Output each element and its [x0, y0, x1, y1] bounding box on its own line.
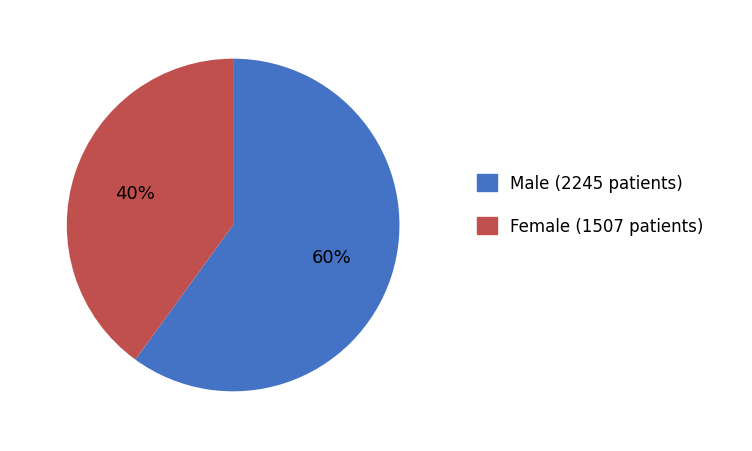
Text: 40%: 40% — [115, 185, 155, 202]
Wedge shape — [135, 60, 399, 391]
Legend: Male (2245 patients), Female (1507 patients): Male (2245 patients), Female (1507 patie… — [470, 167, 710, 242]
Wedge shape — [67, 60, 233, 360]
Text: 60%: 60% — [311, 249, 351, 266]
